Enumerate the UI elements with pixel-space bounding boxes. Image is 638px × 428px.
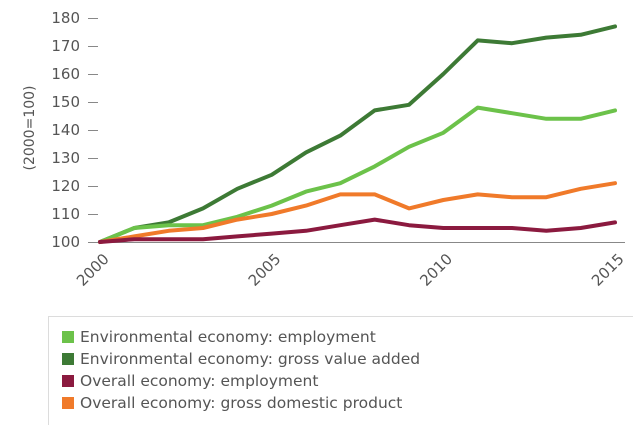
series-lines	[98, 24, 617, 244]
x-tick-label: 2000	[73, 250, 113, 290]
legend-label: Environmental economy: employment	[80, 328, 376, 346]
y-tick-label: 150	[51, 93, 80, 111]
legend-swatch	[62, 331, 74, 343]
x-tick-label: 2015	[588, 250, 628, 290]
legend-label: Overall economy: employment	[80, 372, 319, 390]
y-tick-label: 160	[51, 65, 80, 83]
y-tick-label: 180	[51, 9, 80, 27]
y-tick-label: 140	[51, 121, 80, 139]
y-tick-label: 170	[51, 37, 80, 55]
line-chart: 100 110 120 130 140 150 160 170 180 2000 2005 2010…	[22, 9, 628, 290]
x-tick-label: 2010	[416, 250, 456, 290]
legend-item: Overall economy: gross domestic product	[62, 392, 420, 414]
legend-swatch	[62, 375, 74, 387]
y-tick-label: 130	[51, 149, 80, 167]
legend-swatch	[62, 353, 74, 365]
y-tick-label: 110	[51, 205, 80, 223]
legend-frame	[48, 316, 633, 425]
x-tick-label: 2005	[245, 250, 285, 290]
y-tick-label: 100	[51, 233, 80, 251]
series-line	[98, 181, 617, 244]
legend-swatch	[62, 397, 74, 409]
legend-label: Environmental economy: gross value added	[80, 350, 421, 368]
legend-label: Overall economy: gross domestic product	[80, 394, 403, 412]
legend-item: Overall economy: employment	[62, 370, 420, 392]
y-tick-label: 120	[51, 177, 80, 195]
legend-item: Environmental economy: employment	[62, 326, 420, 348]
legend-item: Environmental economy: gross value added	[62, 348, 420, 370]
x-axis-ticks: 2000 2005 2010 2015	[73, 250, 628, 290]
y-axis-ticks: 100 110 120 130 140 150 160 170 180	[51, 9, 98, 251]
series-line	[98, 105, 617, 244]
series-line	[98, 217, 617, 244]
series-line	[98, 24, 617, 244]
legend: Environmental economy: employment Enviro…	[62, 326, 420, 414]
y-axis-label: (2000=100)	[22, 85, 38, 170]
